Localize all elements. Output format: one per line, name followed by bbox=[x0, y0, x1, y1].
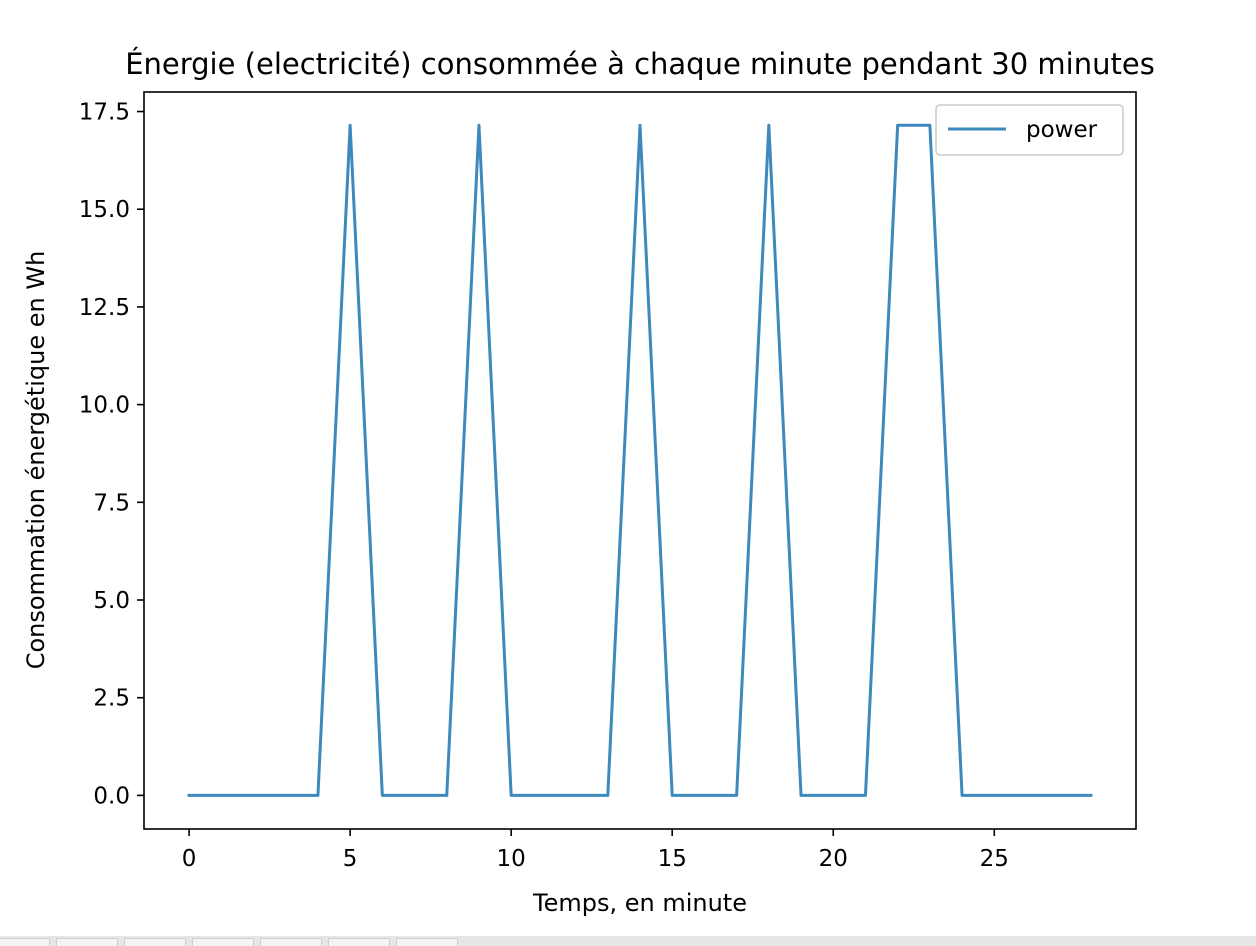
x-tick-label: 15 bbox=[658, 846, 687, 872]
y-tick-label: 0.0 bbox=[93, 783, 130, 809]
legend: power bbox=[935, 104, 1124, 156]
y-tick-label: 10.0 bbox=[79, 393, 130, 419]
x-tick-label: 25 bbox=[980, 846, 1009, 872]
x-axis: 0 5 10 15 20 25 bbox=[182, 829, 1009, 872]
y-tick-label: 12.5 bbox=[79, 295, 130, 321]
legend-label: power bbox=[1026, 117, 1098, 143]
plot-area bbox=[143, 91, 1137, 830]
strip-tab bbox=[0, 938, 50, 946]
y-tick-label: 17.5 bbox=[79, 100, 130, 126]
bottom-scroll-strip bbox=[0, 936, 1256, 946]
y-tick-label: 7.5 bbox=[93, 490, 130, 516]
strip-tab bbox=[328, 938, 390, 946]
y-axis-label: Consommation énergétique en Wh bbox=[22, 251, 50, 670]
y-tick-label: 2.5 bbox=[93, 686, 130, 712]
strip-tab bbox=[124, 938, 186, 946]
x-tick-label: 10 bbox=[497, 846, 526, 872]
strip-tab bbox=[192, 938, 254, 946]
y-tick-label: 5.0 bbox=[93, 588, 130, 614]
strip-tab bbox=[260, 938, 322, 946]
series-line-power bbox=[187, 123, 1093, 797]
x-tick-label: 0 bbox=[182, 846, 197, 872]
axes-frame bbox=[143, 91, 1137, 830]
x-axis-label: Temps, en minute bbox=[532, 889, 747, 917]
y-axis: 0.0 2.5 5.0 7.5 10.0 12.5 15.0 17.5 bbox=[79, 100, 144, 809]
strip-tab bbox=[396, 938, 458, 946]
strip-tab bbox=[56, 938, 118, 946]
y-tick-label: 15.0 bbox=[79, 197, 130, 223]
x-tick-label: 20 bbox=[819, 846, 848, 872]
x-tick-label: 5 bbox=[343, 846, 358, 872]
chart-title: Énergie (electricité) consommée à chaque… bbox=[125, 47, 1155, 81]
legend-box bbox=[935, 104, 1124, 156]
